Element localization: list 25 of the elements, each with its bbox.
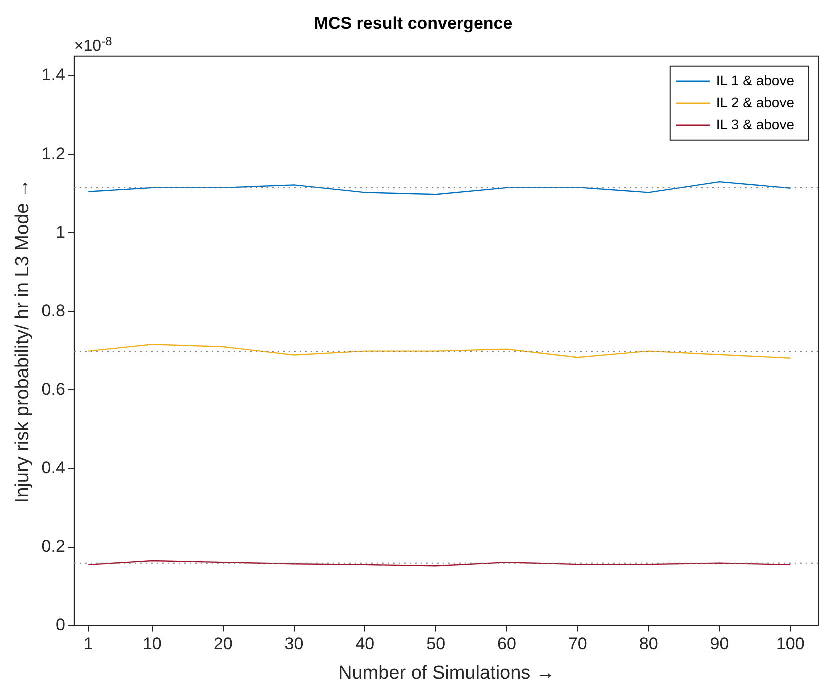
x-tick-label: 50 [426, 634, 446, 654]
x-tick-label: 10 [142, 634, 162, 654]
y-tick-label: 0.4 [42, 458, 66, 478]
y-tick-label: 0.6 [42, 380, 66, 399]
x-axis-title: Number of Simulations → [338, 662, 555, 684]
y-tick-label: 0.2 [42, 536, 66, 556]
y-tick-label: 1.4 [42, 66, 66, 85]
x-tick-label: 1 [84, 634, 94, 654]
x-tick-label: 90 [710, 634, 730, 654]
y-axis-title: Injury risk probability/ hr in L3 Mode → [12, 179, 34, 504]
x-tick-label: 100 [776, 634, 805, 654]
y-tick-label: 1 [56, 222, 66, 242]
x-tick-label: 40 [356, 634, 375, 654]
y-tick-label: 1.2 [42, 144, 66, 164]
x-tick-label: 80 [639, 634, 658, 654]
x-tick-label: 70 [568, 634, 588, 654]
chart-title: MCS result convergence [314, 14, 513, 33]
legend-label: IL 2 & above [716, 94, 795, 110]
x-tick-label: 30 [284, 634, 304, 654]
legend-label: IL 1 & above [716, 72, 795, 88]
y-tick-label: 0.8 [42, 301, 66, 320]
y-tick-label: 0 [56, 615, 66, 634]
x-tick-label: 60 [498, 634, 516, 654]
x-tick-label: 20 [214, 634, 233, 654]
legend-label: IL 3 & above [716, 116, 795, 132]
